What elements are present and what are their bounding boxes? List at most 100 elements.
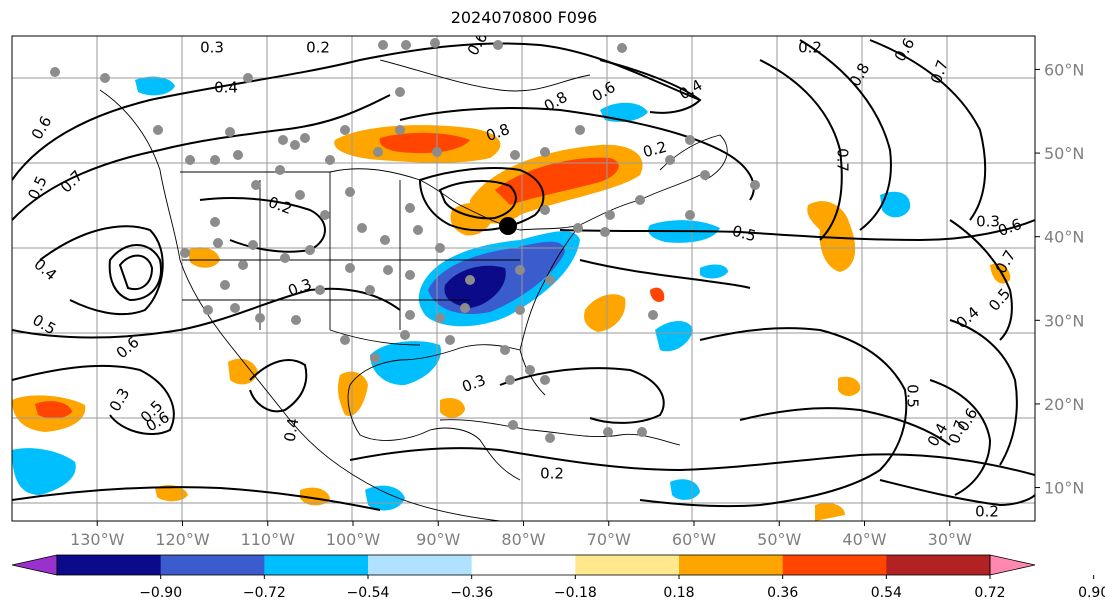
colorbar-segment (782, 555, 887, 575)
negative-anomaly-region (365, 485, 405, 511)
negative-anomaly-region (600, 102, 648, 122)
contour-label: 0.5 (904, 384, 922, 408)
station-marker (510, 150, 520, 160)
positive-anomaly-region (838, 376, 861, 396)
station-marker (280, 253, 290, 263)
positive-anomaly-region (337, 371, 368, 416)
contour-labels: 0.3 0.20.40.60.5 0.70.20.30.8 0.6 0.40.20.60… (24, 36, 1024, 521)
lon-tick-label: 50°W (757, 530, 801, 549)
colorbar-tick-label: −0.72 (243, 585, 286, 601)
station-marker (460, 303, 470, 313)
station-marker (430, 38, 440, 48)
station-marker (315, 285, 325, 295)
lon-tick-label: 60°W (672, 530, 716, 549)
station-marker (383, 265, 393, 275)
lon-tick-label: 120°W (155, 530, 210, 549)
station-marker (370, 353, 380, 363)
station-marker (153, 125, 163, 135)
station-marker (685, 210, 695, 220)
colorbar-segment (679, 555, 784, 575)
contour-label: 0.4 (214, 79, 238, 97)
station-marker (435, 313, 445, 323)
lat-tick-label: 30°N (1044, 311, 1084, 330)
station-marker (515, 305, 525, 315)
station-marker (500, 345, 510, 355)
station-marker (432, 147, 442, 157)
station-marker (600, 227, 610, 237)
contour-label: 0.2 (798, 39, 822, 57)
station-marker (540, 205, 550, 215)
station-marker (540, 375, 550, 385)
station-marker (180, 248, 190, 258)
station-marker (540, 147, 550, 157)
contour-label: 0.2 (641, 138, 669, 162)
colorbar-frame (56, 554, 991, 576)
colorbar-extend-high (989, 554, 1036, 576)
station-marker (320, 210, 330, 220)
station-marker (233, 150, 243, 160)
station-marker (395, 87, 405, 97)
station-marker (380, 235, 390, 245)
station-marker (465, 275, 475, 285)
station-marker (573, 223, 583, 233)
colorbar-tick-label: −0.36 (450, 585, 493, 601)
station-marker (635, 195, 645, 205)
contour-label: 0.4 (281, 417, 303, 444)
station-marker (278, 135, 288, 145)
strong-positive-anomaly-region (379, 132, 470, 154)
map-title: 2024070800 F096 (450, 8, 598, 27)
strong-negative-anomaly-region (444, 265, 506, 308)
contour-lines (12, 39, 1035, 511)
station-marker (400, 330, 410, 340)
lat-tick-label: 20°N (1044, 395, 1084, 414)
colorbar-tick-label: 0.90 (1078, 585, 1105, 601)
colorbar-segment (575, 555, 680, 575)
station-marker (395, 125, 405, 135)
negative-anomaly-region (135, 76, 175, 96)
colorbar-tick-label: 0.72 (974, 585, 1005, 601)
station-marker (357, 223, 367, 233)
lon-tick-label: 80°W (501, 530, 545, 549)
station-marker (405, 270, 415, 280)
station-marker (545, 433, 555, 443)
colorbar-tick-label: 0.36 (767, 585, 798, 601)
contour-label: 0.3 (976, 213, 1000, 231)
station-marker (750, 180, 760, 190)
station-marker (378, 40, 388, 50)
station-marker (413, 225, 423, 235)
station-marker (225, 127, 235, 137)
lat-tick-label: 60°N (1044, 60, 1084, 79)
station-marker (305, 245, 315, 255)
station-marker (230, 303, 240, 313)
colorbar-segment (264, 555, 369, 575)
station-marker (405, 310, 415, 320)
positive-anomaly-region (450, 202, 493, 236)
colorbar-tick-label: −0.18 (554, 585, 597, 601)
station-marker (365, 285, 375, 295)
station-marker (290, 140, 300, 150)
strong-positive-anomaly-region (35, 401, 72, 419)
negative-anomaly-region (700, 264, 728, 279)
lon-tick-label: 130°W (70, 530, 125, 549)
lon-tick-label: 100°W (326, 530, 381, 549)
station-marker (300, 133, 310, 143)
positive-anomaly-region (228, 358, 258, 385)
lon-tick-label: 90°W (416, 530, 460, 549)
station-marker (345, 187, 355, 197)
negative-anomaly-region (880, 191, 911, 218)
station-marker (213, 238, 223, 248)
colorbar-segment (57, 555, 162, 575)
station-marker (405, 203, 415, 213)
station-marker (505, 375, 515, 385)
station-marker (617, 43, 627, 53)
station-marker (291, 315, 301, 325)
station-marker (255, 313, 265, 323)
station-marker (295, 190, 305, 200)
positive-anomaly-region (155, 485, 188, 502)
colorbar-segment (471, 555, 576, 575)
contour-label: 0.2 (306, 39, 330, 57)
station-marker (210, 217, 220, 227)
station-marker (325, 155, 335, 165)
station-marker (248, 240, 258, 250)
